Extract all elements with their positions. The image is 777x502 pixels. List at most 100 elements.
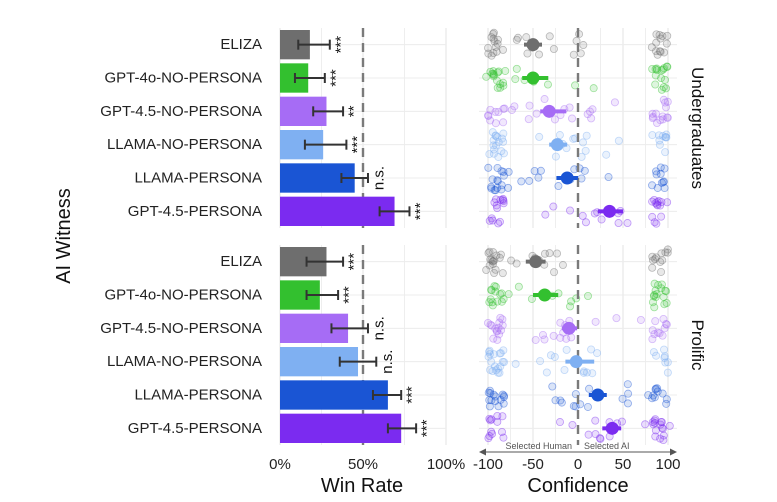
confidence-strip-point — [648, 252, 657, 261]
confidence-strip-point — [658, 256, 667, 265]
confidence-strip-point — [657, 418, 666, 427]
confidence-strip-point — [652, 170, 661, 179]
confidence-strip-point — [565, 103, 574, 112]
confidence-strip-point — [497, 326, 506, 335]
confidence-tick-label: 50 — [615, 456, 632, 473]
confidence-strip-point — [504, 290, 513, 299]
confidence-strip-point — [650, 330, 659, 339]
confidence-strip-point — [656, 201, 665, 210]
confidence-strip-point — [550, 115, 559, 124]
confidence-strip-point — [490, 198, 499, 207]
confidence-strip-point — [499, 104, 508, 113]
confidence-strip-point — [485, 432, 494, 441]
confidence-strip-point — [496, 349, 505, 358]
confidence-strip-point — [610, 98, 619, 107]
confidence-strip-point — [651, 384, 660, 393]
confidence-strip-point — [662, 133, 671, 142]
confidence-strip-point — [485, 261, 494, 270]
confidence-strip-point — [617, 417, 626, 426]
confidence-strip-point — [493, 417, 502, 426]
confidence-strip-point — [648, 112, 657, 121]
confidence-strip-point — [486, 67, 495, 76]
confidence-strip-point — [650, 418, 659, 427]
confidence-strip-point — [489, 350, 498, 359]
confidence-strip-point — [658, 131, 667, 140]
confidence-strip-point — [593, 349, 602, 358]
confidence-strip-point — [581, 218, 590, 227]
confidence-strip-point — [652, 30, 661, 39]
confidence-strip-point — [492, 251, 501, 260]
confidence-strip-point — [614, 219, 623, 228]
confidence-strip-point — [662, 320, 671, 329]
confidence-strip-point — [650, 279, 659, 288]
confidence-strip-point — [658, 424, 667, 433]
confidence-strip-point — [487, 427, 496, 436]
confidence-strip-point — [651, 432, 660, 441]
confidence-strip-point — [496, 83, 505, 92]
confidence-strip-point — [498, 412, 507, 421]
confidence-strip-point — [510, 102, 519, 111]
confidence-strip-point — [489, 49, 498, 58]
confidence-strip-point — [648, 109, 657, 118]
winrate-bar — [280, 380, 388, 410]
confidence-strip-point — [512, 259, 521, 268]
confidence-mean-point — [526, 38, 540, 52]
confidence-strip-point — [523, 49, 532, 58]
confidence-strip-point — [591, 317, 600, 326]
confidence-strip-point — [511, 359, 520, 368]
confidence-strip-point — [551, 152, 560, 161]
confidence-strip-point — [496, 395, 505, 404]
confidence-strip-point — [658, 112, 667, 121]
confidence-strip-point — [543, 80, 552, 89]
confidence-strip-point — [663, 97, 672, 106]
confidence-strip-point — [647, 43, 656, 52]
confidence-strip-point — [494, 138, 503, 147]
confidence-strip-point — [488, 69, 497, 78]
confidence-strip-point — [578, 211, 587, 220]
confidence-strip-point — [545, 249, 554, 258]
confidence-strip-point — [513, 33, 522, 42]
confidence-strip-point — [624, 389, 633, 398]
confidence-strip-point — [487, 285, 496, 294]
confidence-strip-point — [500, 104, 509, 113]
witness-label: GPT-4.5-PERSONA — [128, 420, 262, 437]
confidence-strip-point — [487, 184, 496, 193]
confidence-strip-point — [489, 390, 498, 399]
winrate-bar — [280, 196, 395, 226]
confidence-strip-point — [585, 107, 594, 116]
y-axis-title: AI Witness — [53, 188, 75, 284]
confidence-strip-point — [493, 297, 502, 306]
confidence-strip-point — [651, 415, 660, 424]
confidence-strip-point — [486, 416, 495, 425]
confidence-strip-point — [489, 257, 498, 266]
confidence-strip-point — [498, 357, 507, 366]
confidence-strip-point — [648, 418, 657, 427]
confidence-strip-point — [657, 85, 666, 94]
confidence-strip-point — [651, 199, 660, 208]
confidence-strip-point — [659, 436, 668, 445]
confidence-strip-point — [493, 163, 502, 172]
confidence-strip-point — [556, 396, 565, 405]
confidence-strip-point — [660, 345, 669, 354]
confidence-strip-point — [489, 149, 498, 158]
confidence-strip-point — [654, 197, 663, 206]
confidence-strip-point — [499, 137, 508, 146]
confidence-strip-point — [499, 433, 508, 442]
confidence-strip-point — [571, 81, 580, 90]
confidence-strip-point — [580, 166, 589, 175]
confidence-strip-point — [653, 201, 662, 210]
significance-label: *** — [327, 69, 344, 87]
confidence-tick-label: 0 — [574, 456, 582, 473]
confidence-strip-point — [636, 315, 645, 324]
confidence-strip-point — [488, 260, 497, 269]
confidence-strip-point — [657, 178, 666, 187]
winrate-error-bars — [293, 39, 418, 434]
confidence-strip-point — [589, 84, 598, 93]
witness-label: LLAMA-PERSONA — [134, 387, 262, 404]
significance-label: *** — [404, 386, 421, 404]
confidence-strip-point — [491, 392, 500, 401]
confidence-strip-point — [653, 119, 662, 128]
confidence-strip-point — [496, 290, 505, 299]
confidence-strip-point — [535, 50, 544, 59]
confidence-strip-point — [662, 299, 671, 308]
